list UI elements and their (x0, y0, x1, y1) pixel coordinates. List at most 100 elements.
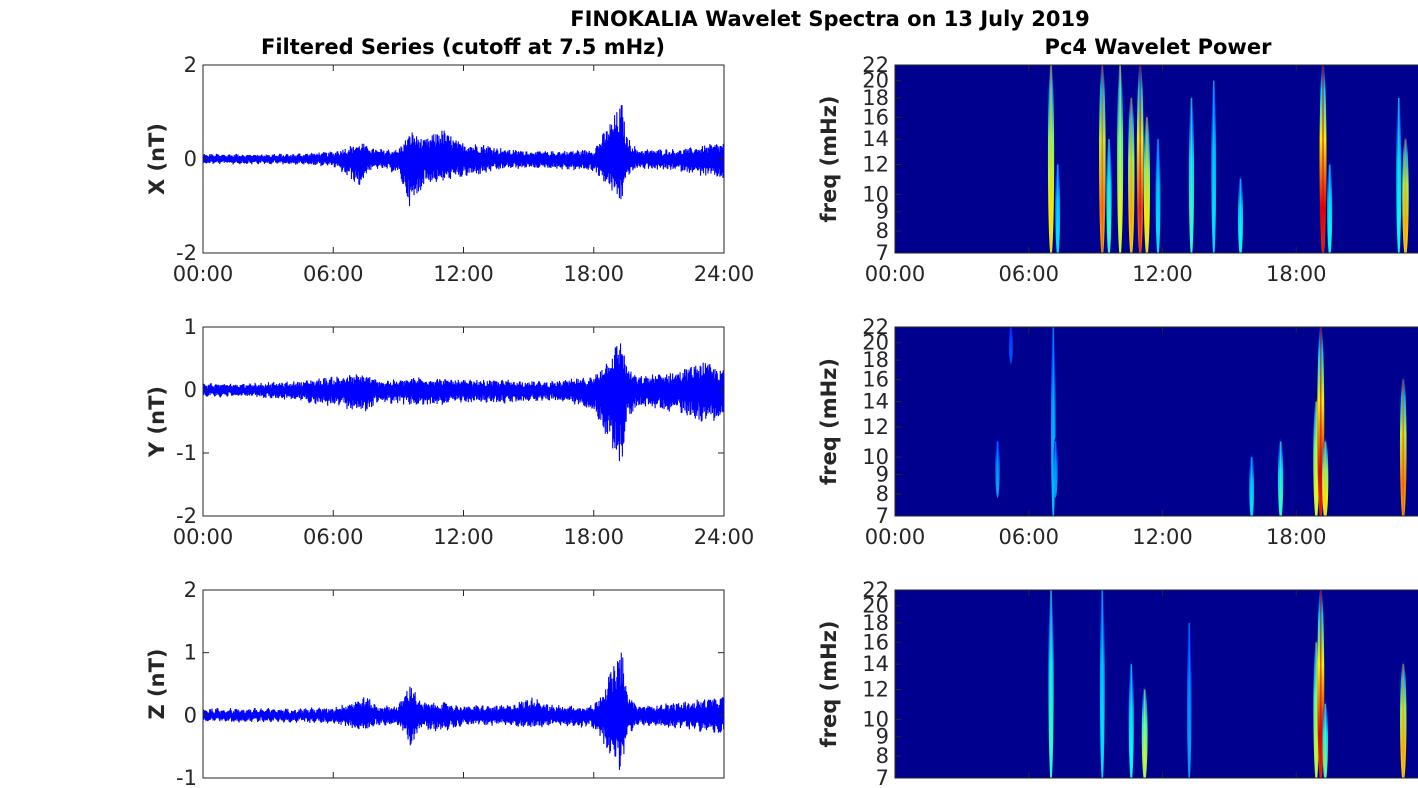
left-column-title: Filtered Series (cutoff at 7.5 mHz) (261, 35, 665, 59)
axes-box (202, 326, 725, 517)
y-tick-label: 12 (862, 678, 889, 702)
power-burst-core (1050, 65, 1052, 253)
y-tick-label: 7 (876, 504, 889, 528)
y-tick-label: 12 (862, 153, 889, 177)
y-tick-label: 8 (876, 482, 889, 506)
x-tick-label: 00:00 (865, 262, 926, 286)
spectrogram (895, 590, 1418, 778)
power-burst-core (1324, 703, 1327, 778)
y-tick-label: 10 (862, 707, 889, 731)
y-tick-label: 18 (862, 86, 889, 110)
y-tick-label: 0 (184, 378, 197, 402)
y-tick-label: 18 (862, 611, 889, 635)
power-burst-core (996, 441, 999, 494)
power-burst-core (1157, 139, 1159, 253)
y-tick-label: 2 (184, 53, 197, 77)
spectrogram-background (895, 590, 1418, 778)
x-tick-label: 06:00 (998, 262, 1059, 286)
series-line (202, 343, 725, 462)
y-axis-label: freq (mHz) (817, 358, 841, 485)
y-tick-label: 9 (876, 463, 889, 487)
y-tick-label: 16 (862, 105, 889, 129)
x-tick-label: 00:00 (865, 525, 926, 549)
y-tick-label: 14 (862, 652, 889, 676)
y-tick-label: 14 (862, 127, 889, 151)
y-axis-label: Z (nT) (145, 648, 169, 719)
power-burst-core (1143, 689, 1146, 778)
y-tick-label: -1 (176, 441, 197, 465)
power-burst-core (1319, 327, 1322, 516)
power-burst-core (1130, 97, 1133, 253)
power-burst-core (1322, 65, 1324, 253)
power-burst-core (1328, 164, 1331, 253)
power-burst-core (1139, 65, 1142, 253)
y-tick-label: 20 (862, 594, 889, 618)
series-line (202, 104, 725, 207)
y-tick-label: 0 (184, 703, 197, 727)
y-axis-label: freq (mHz) (817, 621, 841, 748)
y-tick-label: -2 (176, 504, 197, 528)
power-burst-core (1146, 117, 1148, 253)
y-tick-label: 10 (862, 445, 889, 469)
y-tick-label: 20 (862, 69, 889, 93)
power-burst-core (1402, 379, 1405, 516)
y-tick-label: 22 (862, 315, 889, 339)
power-burst-core (1188, 622, 1191, 778)
x-tick-label: 12:00 (1132, 525, 1193, 549)
power-burst-core (1279, 441, 1282, 516)
y-axis-label: freq (mHz) (817, 96, 841, 223)
x-tick-label: 06:00 (303, 525, 364, 549)
power-burst-core (1250, 457, 1253, 516)
power-burst-core (1056, 164, 1059, 253)
x-series-panel: -2 0 2 00:00 06:00 12:00 18:00 24:00 X (nT) (145, 53, 754, 286)
x-tick-label: 00 (1417, 525, 1418, 549)
y-tick-label: 16 (862, 630, 889, 654)
power-burst-core (1319, 590, 1322, 778)
y-tick-label: 9 (876, 200, 889, 224)
figure-suptitle: FINOKALIA Wavelet Spectra on 13 July 201… (570, 7, 1090, 31)
y-axis-label: X (nT) (145, 123, 169, 195)
spectrogram-background (895, 327, 1418, 516)
x-tick-label: 18:00 (563, 262, 624, 286)
power-burst-core (1239, 178, 1242, 253)
y-tick-label: 12 (862, 415, 889, 439)
power-burst-core (1130, 664, 1133, 778)
x-tick-label: 00:00 (173, 525, 234, 549)
axes-box (202, 589, 725, 779)
power-burst-core (1108, 139, 1110, 253)
x-tick-label: 18:00 (1266, 262, 1327, 286)
power-burst-core (1404, 139, 1407, 253)
x-tick-label: 06:00 (998, 525, 1059, 549)
y-tick-label: 9 (876, 725, 889, 749)
x-tick-label: 12:00 (1132, 262, 1193, 286)
x-tick-label: 18:00 (1266, 525, 1327, 549)
x-tick-label: 12:00 (433, 262, 494, 286)
power-burst-core (1052, 327, 1055, 516)
y-axis-label: Y (nT) (145, 386, 169, 458)
power-burst-core (1119, 65, 1121, 253)
y-tick-label: 8 (876, 744, 889, 768)
x-tick-label: 18:00 (563, 525, 624, 549)
power-burst-core (1324, 441, 1327, 516)
y-series-panel: -2 -1 0 1 00:00 06:00 12:00 18:00 24:00 Y (nT) (145, 315, 754, 549)
x-tick-label: 12:00 (433, 525, 494, 549)
right-column-title: Pc4 Wavelet Power (1045, 35, 1273, 59)
spectrogram (895, 327, 1418, 516)
power-burst-core (1101, 590, 1104, 778)
power-burst-core (1397, 97, 1400, 253)
y-tick-label: 22 (862, 53, 889, 77)
y-tick-label: 16 (862, 368, 889, 392)
power-burst-core (1010, 327, 1012, 361)
y-tick-label: 7 (876, 241, 889, 265)
y-tick-label: 7 (876, 766, 889, 788)
x-tick-label: 00 (1417, 262, 1418, 286)
x-tick-label: 24:00 (694, 525, 755, 549)
y-tick-label: 10 (862, 182, 889, 206)
y-tick-label: 0 (184, 147, 197, 171)
z-series-panel: -1 0 1 2 Z (nT) (145, 578, 725, 788)
power-burst-core (1315, 401, 1318, 516)
